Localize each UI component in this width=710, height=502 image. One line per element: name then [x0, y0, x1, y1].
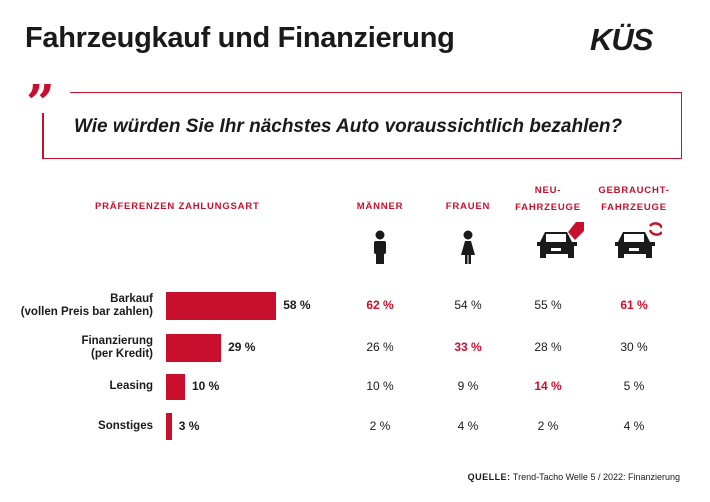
row-label-line1: Leasing: [109, 380, 153, 392]
table-cell: 33 %: [454, 340, 482, 354]
table-cell: 55 %: [534, 298, 562, 312]
row-label-line2: (per Kredit): [91, 348, 153, 360]
kus-logo: KÜS: [590, 22, 653, 57]
row-label-line1: Barkauf: [110, 293, 153, 305]
row-label: Barkauf (vollen Preis bar zahlen): [21, 293, 153, 319]
source-note: QUELLE: Trend-Tacho Welle 5 / 2022: Fina…: [468, 472, 680, 482]
table-cell: 26 %: [366, 340, 394, 354]
bar-value-label: 3 %: [178, 418, 200, 433]
table-cell: 5 %: [623, 379, 645, 393]
bar: [166, 374, 185, 400]
bar-value-label: 10 %: [192, 379, 220, 393]
row-label-line2: (vollen Preis bar zahlen): [20, 306, 153, 318]
header-used-line2: FAHRZEUGE: [601, 202, 667, 213]
row-label-line1: Finanzierung: [81, 335, 153, 347]
page-title: Fahrzeugkauf und Finanzierung: [25, 22, 455, 54]
table-cell: 61 %: [620, 298, 648, 312]
bar: [166, 292, 277, 320]
quote-icon: ”: [26, 73, 55, 132]
table-cell: 28 %: [534, 340, 562, 354]
table-cell: 2 %: [537, 418, 559, 433]
source-text: Trend-Tacho Welle 5 / 2022: Finanzierung: [512, 472, 680, 482]
source-label: QUELLE:: [467, 472, 511, 482]
question-box-left-border: [42, 113, 44, 159]
table-cell: 62 %: [366, 298, 394, 312]
row-label: Sonstiges: [98, 420, 153, 433]
header-new-line2: FAHRZEUGE: [515, 202, 581, 213]
table-cell: 9 %: [457, 379, 479, 393]
row-label: Leasing: [110, 380, 153, 393]
question-text: Wie würden Sie Ihr nächstes Auto vorauss…: [74, 116, 623, 137]
question-box: [42, 92, 682, 159]
woman-icon: [461, 230, 475, 264]
header-preferences: PRÄFERENZEN ZAHLUNGSART: [95, 201, 260, 212]
header-women: FRAUEN: [445, 201, 491, 212]
used-car-icon: [615, 222, 662, 258]
table-cell: 4 %: [623, 418, 645, 433]
header-men: MÄNNER: [356, 201, 404, 212]
row-label: Finanzierung (per Kredit): [81, 335, 153, 361]
header-used-vehicles: GEBRAUCHT- FAHRZEUGE: [594, 182, 674, 216]
new-car-icon: [537, 222, 584, 258]
bar: [166, 413, 172, 440]
man-icon: [374, 230, 386, 264]
table-cell: 10 %: [366, 379, 394, 393]
table-cell: 4 %: [457, 418, 479, 433]
header-used-line1: GEBRAUCHT-: [598, 185, 670, 196]
bar-value-label: 29 %: [228, 340, 256, 354]
row-label-line1: Sonstiges: [98, 419, 153, 432]
table-cell: 30 %: [620, 340, 648, 354]
table-cell: 54 %: [454, 298, 482, 312]
table-cell: 2 %: [369, 418, 391, 433]
table-cell: 14 %: [534, 379, 562, 393]
header-new-vehicles: NEU- FAHRZEUGE: [508, 182, 588, 216]
bar-value-label: 58 %: [283, 298, 311, 312]
bar: [166, 334, 222, 362]
question-box-gap: [42, 90, 70, 94]
header-new-line1: NEU-: [534, 185, 562, 196]
